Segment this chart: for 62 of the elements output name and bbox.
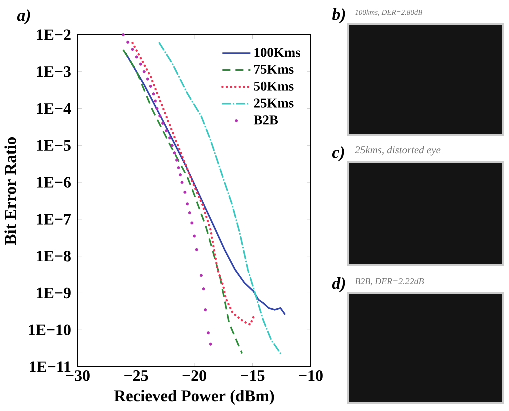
point (170, 144, 174, 148)
point (162, 122, 165, 125)
line-series (122, 49, 244, 354)
point (177, 166, 180, 170)
point (179, 174, 182, 177)
x-axis-title: Recieved Power (dBm) (114, 390, 274, 406)
x-tick-label: −20 (182, 370, 206, 382)
y-tick-label: 1E−11 (30, 362, 71, 372)
point (154, 100, 157, 103)
y-tick-label: 1E−4 (37, 104, 72, 114)
point (204, 308, 208, 312)
legend-label: B2B (254, 116, 278, 125)
y-tick-label: 1E−10 (29, 324, 71, 336)
point (184, 190, 187, 194)
point (180, 181, 184, 184)
text: b) (332, 8, 346, 24)
point (168, 136, 172, 140)
point (200, 274, 203, 278)
point (149, 85, 152, 88)
legend-label: 25Kms (254, 98, 294, 108)
point (158, 114, 162, 118)
text: 25kms, distorted eye (355, 146, 441, 156)
x-tick-label: −15 (241, 370, 265, 382)
point (190, 222, 194, 225)
legend-label: 75Kms (254, 65, 294, 74)
point (173, 152, 176, 155)
point (188, 211, 192, 214)
y-tick-label: 1E−2 (37, 30, 71, 40)
point (193, 234, 196, 238)
y-tick-label: 1E−5 (37, 140, 71, 152)
point (139, 62, 142, 66)
line-series (132, 42, 256, 326)
point (165, 129, 168, 132)
point (206, 332, 210, 335)
legend-label: 100Kms (254, 48, 300, 58)
point (122, 34, 125, 37)
text: d) (332, 277, 346, 293)
point (142, 70, 146, 74)
point (126, 40, 130, 44)
point (135, 56, 138, 59)
y-tick-label: 1E−9 (37, 288, 71, 299)
y-axis-title: Bit Error Ratio (4, 138, 16, 245)
x-tick-label: −10 (299, 370, 323, 382)
point (152, 92, 156, 96)
text: a) (17, 9, 30, 25)
point (176, 158, 179, 162)
y-tick-label: 1E−8 (37, 250, 71, 262)
point (131, 48, 134, 52)
legend-label: 50Kms (254, 82, 294, 91)
y-tick-label: 1E−7 (37, 214, 72, 225)
x-tick-label: −25 (124, 370, 148, 382)
y-tick-label: 1E−3 (37, 66, 71, 78)
text: c) (332, 146, 344, 162)
x-tick-label: −30 (66, 370, 90, 382)
point (202, 288, 206, 291)
text: B2B, DER=2.22dB (355, 278, 424, 286)
point (156, 107, 159, 110)
y-tick-label: 1E−6 (37, 177, 72, 188)
point (209, 342, 212, 346)
point (186, 202, 190, 206)
point (195, 248, 198, 252)
point (146, 78, 150, 81)
